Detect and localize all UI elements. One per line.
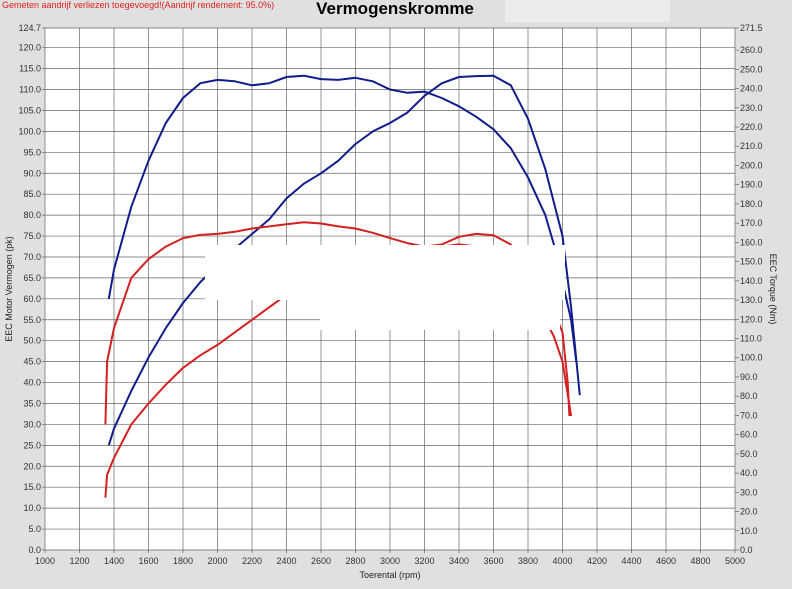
y-tick-label: 124.7	[18, 23, 41, 33]
y2-tick-label: 180.0	[740, 199, 763, 209]
white-overlay-patch	[210, 260, 290, 300]
y-tick-label: 105.0	[18, 105, 41, 115]
x-tick-label: 2600	[311, 556, 331, 566]
x-tick-label: 1800	[173, 556, 193, 566]
y-tick-label: 45.0	[23, 357, 41, 367]
y2-tick-label: 50.0	[740, 449, 758, 459]
x-tick-label: 4200	[587, 556, 607, 566]
y2-tick-label: 250.0	[740, 64, 763, 74]
y2-tick-label: 130.0	[740, 295, 763, 305]
y-tick-label: 75.0	[23, 231, 41, 241]
x-tick-label: 1200	[69, 556, 89, 566]
x-tick-label: 1400	[104, 556, 124, 566]
x-tick-label: 3200	[414, 556, 434, 566]
y-tick-label: 30.0	[23, 419, 41, 429]
x-tick-label: 2400	[276, 556, 296, 566]
y-tick-label: 85.0	[23, 189, 41, 199]
chart-title: Vermogenskromme	[316, 0, 474, 18]
x-tick-label: 3600	[483, 556, 503, 566]
x-tick-label: 2200	[242, 556, 262, 566]
y2-tick-label: 60.0	[740, 430, 758, 440]
y2-tick-label: 10.0	[740, 526, 758, 536]
header-blank-box	[505, 0, 670, 22]
x-tick-label: 2800	[345, 556, 365, 566]
y2-tick-label: 220.0	[740, 122, 763, 132]
x-tick-label: 1600	[138, 556, 158, 566]
y2-tick-label: 150.0	[740, 257, 763, 267]
y2-tick-label: 0.0	[740, 545, 753, 555]
y-tick-label: 55.0	[23, 315, 41, 325]
x-tick-label: 4400	[621, 556, 641, 566]
x-tick-label: 4600	[656, 556, 676, 566]
y-tick-label: 90.0	[23, 168, 41, 178]
y2-tick-label: 30.0	[740, 487, 758, 497]
x-tick-label: 3800	[518, 556, 538, 566]
y-tick-label: 120.0	[18, 43, 41, 53]
y2-tick-label: 100.0	[740, 353, 763, 363]
series-line-1	[107, 74, 578, 362]
y-tick-label: 35.0	[23, 398, 41, 408]
y2-tick-label: 240.0	[740, 84, 763, 94]
x-tick-label: 2000	[207, 556, 227, 566]
y-axis-label: EEC Motor Vermogen (pk)	[4, 236, 14, 342]
drivetrain-loss-note: Gemeten aandrijf verliezen toegevoegd!(A…	[2, 0, 275, 10]
y2-tick-label: 260.0	[740, 45, 763, 55]
white-overlay-patch	[495, 300, 555, 330]
y-tick-label: 100.0	[18, 126, 41, 136]
y2-tick-label: 160.0	[740, 237, 763, 247]
y2-tick-label: 170.0	[740, 218, 763, 228]
x-tick-label: 3400	[449, 556, 469, 566]
y2-tick-label: 190.0	[740, 180, 763, 190]
y-tick-label: 40.0	[23, 378, 41, 388]
y2-tick-label: 120.0	[740, 314, 763, 324]
series-line-2	[107, 74, 581, 446]
y2-tick-label: 110.0	[740, 334, 762, 344]
x-tick-label: 1000	[35, 556, 55, 566]
y-tick-label: 80.0	[23, 210, 41, 220]
y2-tick-label: 90.0	[740, 372, 758, 382]
y2-tick-label: 140.0	[740, 276, 763, 286]
y-tick-label: 65.0	[23, 273, 41, 283]
y2-tick-label: 200.0	[740, 160, 763, 170]
x-tick-label: 4000	[552, 556, 572, 566]
y2-axis-label: EEC Torque (Nm)	[768, 254, 778, 325]
y-tick-label: 60.0	[23, 294, 41, 304]
y2-tick-label: 80.0	[740, 391, 758, 401]
y-tick-label: 10.0	[23, 503, 41, 513]
x-axis-label: Toerental (rpm)	[359, 570, 420, 580]
y2-tick-label: 210.0	[740, 141, 763, 151]
y-tick-label: 110.0	[19, 85, 41, 95]
y-tick-label: 15.0	[23, 482, 41, 492]
y2-tick-label: 70.0	[740, 410, 758, 420]
y-tick-label: 5.0	[28, 524, 41, 534]
y2-tick-label: 40.0	[740, 468, 758, 478]
y-tick-label: 70.0	[23, 252, 41, 262]
y-tick-label: 95.0	[23, 147, 41, 157]
y-tick-label: 0.0	[28, 545, 41, 555]
y-tick-label: 115.0	[19, 64, 41, 74]
x-tick-label: 4800	[690, 556, 710, 566]
y2-tick-label: 20.0	[740, 507, 758, 517]
x-tick-label: 5000	[725, 556, 745, 566]
y-tick-label: 20.0	[23, 461, 41, 471]
y2-tick-label: 271.5	[740, 23, 763, 33]
y2-tick-label: 230.0	[740, 103, 763, 113]
y-tick-label: 50.0	[23, 336, 41, 346]
y-tick-label: 25.0	[23, 440, 41, 450]
x-tick-label: 3000	[380, 556, 400, 566]
